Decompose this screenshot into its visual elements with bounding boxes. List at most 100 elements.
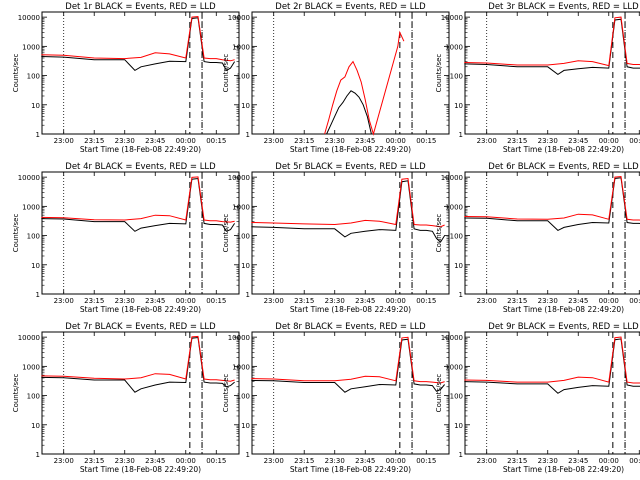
events-series-line	[41, 336, 235, 393]
x-tick-label: 23:00	[264, 137, 284, 145]
x-tick-label: 23:30	[115, 137, 135, 145]
y-tick-label: 10	[241, 422, 250, 430]
y-tick-label: 1000	[22, 203, 40, 211]
chart-title: Det 3r BLACK = Events, RED = LLD	[488, 2, 639, 12]
events-series-line	[251, 180, 446, 243]
y-tick-label: 1	[459, 131, 463, 139]
events-series-line	[41, 177, 236, 232]
y-tick-label: 1	[246, 451, 250, 459]
x-tick-label: 23:45	[355, 457, 375, 465]
y-tick-label: 1000	[232, 203, 250, 211]
x-tick-label: 23:45	[568, 137, 588, 145]
y-axis-label: Counts/sec	[12, 374, 20, 413]
y-tick-label: 10000	[228, 334, 250, 342]
y-axis-label: Counts/sec	[435, 214, 443, 253]
x-tick-label: 23:00	[477, 297, 497, 305]
x-tick-label: 00:00	[176, 137, 196, 145]
x-tick-label: 23:45	[568, 297, 588, 305]
chart-title: Det 8r BLACK = Events, RED = LLD	[275, 322, 426, 332]
x-tick-label: 00:00	[599, 137, 619, 145]
y-tick-label: 1	[36, 131, 40, 139]
y-tick-label: 1000	[232, 43, 250, 51]
y-tick-label: 1	[36, 291, 40, 299]
plot-frame	[251, 331, 450, 455]
chart-title: Det 6r BLACK = Events, RED = LLD	[488, 162, 639, 172]
y-tick-label: 10000	[18, 334, 40, 342]
x-axis-label: Start Time (18-Feb-08 22:49:20)	[80, 465, 201, 474]
chart-panel-2: Det 2r BLACK = Events, RED = LLD 1 10 100 10…	[222, 2, 450, 154]
y-tick-label: 10	[454, 102, 463, 110]
y-tick-label: 100	[450, 393, 463, 401]
x-tick-label: 23:45	[145, 137, 165, 145]
x-tick-label: 00:00	[386, 457, 406, 465]
y-axis-label: Counts/sec	[222, 214, 230, 253]
y-tick-label: 10	[454, 262, 463, 270]
y-axis-label: Counts/sec	[12, 214, 20, 253]
x-tick-label: 00:00	[386, 297, 406, 305]
lld-series-line	[464, 16, 640, 67]
x-axis-label: Start Time (18-Feb-08 22:49:20)	[503, 145, 624, 154]
y-tick-label: 100	[27, 73, 40, 81]
plot-frame	[41, 11, 240, 135]
y-tick-label: 100	[450, 73, 463, 81]
y-tick-label: 100	[237, 73, 250, 81]
x-tick-label: 23:00	[264, 457, 284, 465]
chart-panel-3: Det 3r BLACK = Events, RED = LLD 1 10 100 10…	[435, 2, 640, 154]
y-tick-label: 10	[31, 102, 40, 110]
x-tick-label: 23:30	[538, 297, 558, 305]
plot-frame	[464, 11, 640, 135]
chart-panel-9: Det 9r BLACK = Events, RED = LLD 1 10 100 10…	[435, 322, 640, 474]
y-tick-label: 1	[246, 291, 250, 299]
y-tick-label: 100	[27, 233, 40, 241]
lld-series-line	[251, 177, 445, 228]
y-tick-label: 1000	[22, 363, 40, 371]
x-tick-label: 00:00	[176, 297, 196, 305]
events-series-line	[251, 338, 445, 393]
x-tick-label: 00:15	[206, 457, 226, 465]
events-series-line	[41, 17, 236, 72]
y-tick-label: 10	[31, 262, 40, 270]
x-tick-label: 23:00	[54, 297, 74, 305]
plot-frame	[464, 331, 640, 455]
x-axis-label: Start Time (18-Feb-08 22:49:20)	[80, 305, 201, 314]
plot-frame	[464, 171, 640, 295]
lld-series-line	[41, 335, 235, 382]
x-tick-label: 23:00	[477, 137, 497, 145]
lld-series-line	[41, 176, 235, 223]
x-tick-label: 23:00	[477, 457, 497, 465]
x-tick-label: 23:30	[538, 457, 558, 465]
chart-panel-5: Det 5r BLACK = Events, RED = LLD 1 10 100 10…	[222, 162, 450, 314]
x-tick-label: 23:15	[84, 137, 104, 145]
x-tick-label: 23:15	[294, 137, 314, 145]
x-axis-label: Start Time (18-Feb-08 22:49:20)	[503, 305, 624, 314]
lld-series-line	[464, 336, 640, 384]
y-tick-label: 10000	[228, 14, 250, 22]
x-tick-label: 23:45	[355, 137, 375, 145]
chart-title: Det 2r BLACK = Events, RED = LLD	[275, 2, 426, 12]
x-tick-label: 23:30	[538, 137, 558, 145]
y-tick-label: 10000	[441, 14, 463, 22]
x-tick-label: 23:15	[294, 297, 314, 305]
x-tick-label: 00:15	[416, 457, 436, 465]
plot-frame	[41, 171, 240, 295]
y-tick-label: 100	[27, 393, 40, 401]
y-tick-label: 1000	[445, 203, 463, 211]
x-tick-label: 23:00	[54, 137, 74, 145]
chart-panel-1: Det 1r BLACK = Events, RED = LLD 1 10 100 10…	[12, 2, 240, 154]
y-tick-label: 10000	[18, 14, 40, 22]
chart-title: Det 7r BLACK = Events, RED = LLD	[65, 322, 216, 332]
y-axis-label: Counts/sec	[222, 54, 230, 93]
y-tick-label: 1000	[232, 363, 250, 371]
x-tick-label: 00:00	[176, 457, 196, 465]
x-tick-label: 23:15	[294, 457, 314, 465]
chart-title: Det 9r BLACK = Events, RED = LLD	[488, 322, 639, 332]
x-axis-label: Start Time (18-Feb-08 22:49:20)	[290, 305, 411, 314]
chart-title: Det 1r BLACK = Events, RED = LLD	[65, 2, 216, 12]
x-tick-label: 23:45	[355, 297, 375, 305]
y-tick-label: 10000	[441, 174, 463, 182]
x-tick-label: 23:30	[115, 297, 135, 305]
x-tick-label: 00:00	[386, 137, 406, 145]
y-axis-label: Counts/sec	[435, 54, 443, 93]
chart-panel-8: Det 8r BLACK = Events, RED = LLD 1 10 100 10…	[222, 322, 450, 474]
y-tick-label: 10	[31, 422, 40, 430]
